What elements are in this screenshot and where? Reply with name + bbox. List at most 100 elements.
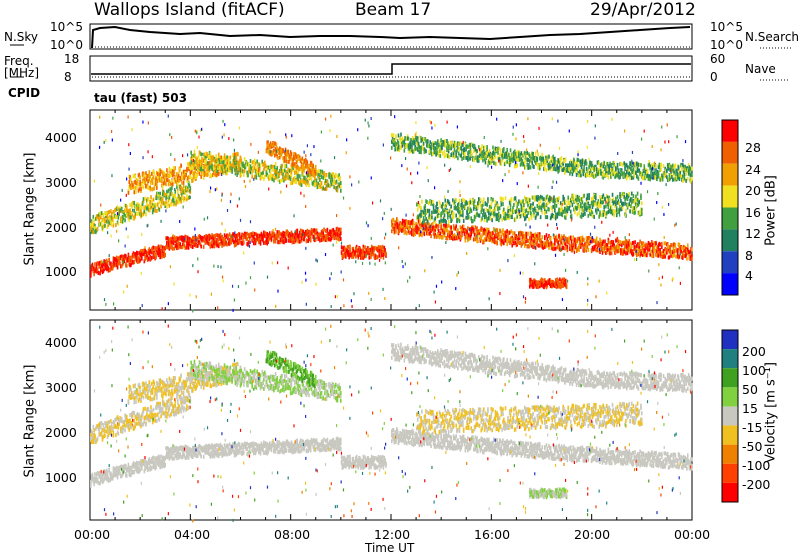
power-cell [659,242,661,246]
power-cell [643,243,645,247]
power-cell [130,178,132,182]
power-cell [549,166,551,170]
power-cell [465,216,467,220]
power-cell [234,156,236,160]
power-cell [148,197,150,201]
power-cell [533,165,535,169]
power-cell [307,229,309,233]
power-cell [457,218,459,222]
power-cell [454,148,456,152]
power-cell [444,204,446,208]
power-cell [197,164,199,168]
power-cell [494,234,496,238]
power-cell [210,174,212,178]
power-cell [427,209,429,213]
power-cell [322,170,324,174]
power-cell [459,219,461,223]
power-cell [103,213,105,217]
power-cell [272,168,274,172]
power-cell [303,237,305,241]
power-cell [468,215,470,219]
power-cell [108,210,110,214]
power-cell [691,173,693,177]
power-cell [280,238,282,242]
power-cell [495,155,497,159]
power-cell [542,162,544,166]
power-cell [542,235,544,239]
power-cell [202,165,204,169]
power-cell [348,245,350,249]
power-cell [527,232,529,236]
power-cell [419,228,421,232]
power-cell [460,210,462,214]
power-cell [310,235,312,239]
power-cell [431,211,433,215]
power-cell [513,241,515,245]
power-cell [404,231,406,235]
power-cell [538,244,540,248]
power-cell [155,178,157,182]
power-cell [398,141,400,145]
power-cell [235,156,237,160]
power-cell [335,232,337,236]
power-cell [454,155,456,159]
power-cell [633,252,635,256]
power-cell [616,173,618,177]
power-cell [183,181,185,185]
power-cell [578,248,580,252]
power-cell [218,153,220,157]
power-cell [107,261,109,265]
power-cell [243,173,245,177]
power-cell [442,235,444,239]
power-cell [237,171,239,175]
power-cell [458,152,460,156]
power-cell [537,236,539,240]
power-cell [192,179,194,183]
power-cell [682,174,684,178]
power-cell [189,162,191,166]
power-cell [552,243,554,247]
power-cell [579,170,581,174]
power-cell [409,231,411,235]
power-cell [453,215,455,219]
power-cell [162,197,164,201]
power-cell [641,241,643,245]
power-cell [259,171,261,175]
power-cell [145,184,147,188]
power-cell [155,255,157,259]
power-cell [189,186,191,190]
power-cell [457,156,459,160]
power-cell [325,229,327,233]
power-cell [608,175,610,179]
power-cell [423,210,425,214]
power-cell [442,151,444,155]
power-cell [505,161,507,165]
power-cell [544,235,546,239]
power-cell [300,228,302,232]
power-cell [623,250,625,254]
power-cell [524,160,526,164]
power-cell [671,243,673,247]
power-cell [411,232,413,236]
power-cell [556,235,558,239]
power-cell [162,185,164,189]
power-cell [180,164,182,168]
power-cell [587,248,589,252]
power-cell [143,197,145,201]
power-cell [655,241,657,245]
power-cell [134,175,136,179]
power-cell [499,153,501,157]
power-cell [685,179,687,183]
power-cell [136,185,138,189]
power-cell [637,167,639,171]
power-cell [280,179,282,183]
power-cell [427,232,429,236]
power-cell [561,238,563,242]
power-cell [458,210,460,214]
freq-panel-frame [90,56,692,81]
power-cell [161,176,163,180]
power-cell [153,198,155,202]
power-cell [434,141,436,145]
power-cell [438,224,440,228]
power-cell [431,215,433,219]
